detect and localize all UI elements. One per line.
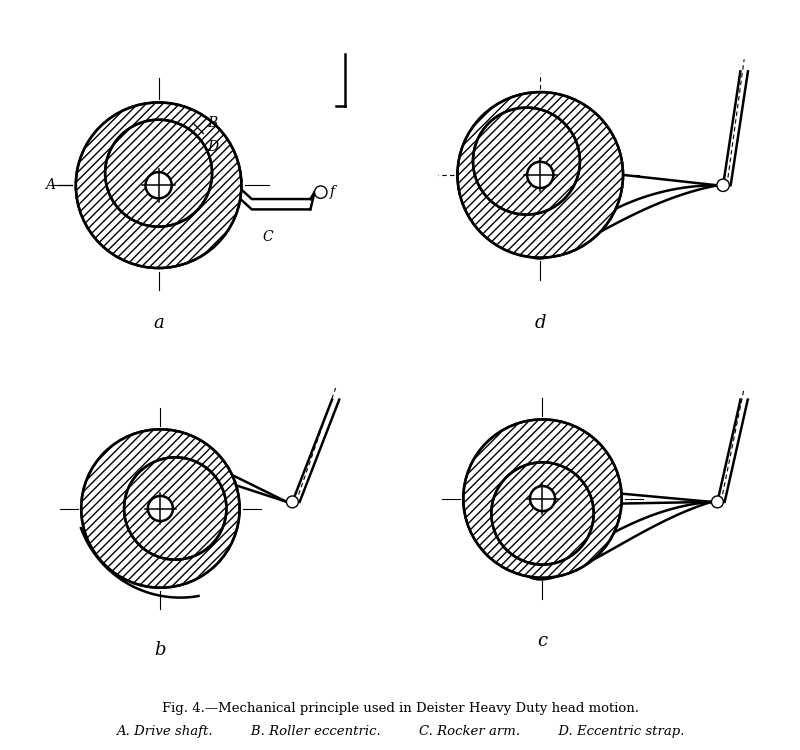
Circle shape	[530, 486, 555, 512]
Text: a: a	[154, 314, 164, 332]
Circle shape	[286, 496, 298, 508]
Circle shape	[527, 162, 554, 188]
Text: A. Drive shaft.         B. Roller eccentric.         C. Rocker arm.         D. E: A. Drive shaft. B. Roller eccentric. C. …	[116, 724, 684, 738]
Circle shape	[148, 496, 173, 521]
Text: d: d	[534, 314, 546, 332]
Text: D: D	[207, 140, 218, 154]
Circle shape	[105, 120, 212, 226]
Text: A: A	[45, 178, 54, 192]
Text: b: b	[154, 641, 166, 659]
Circle shape	[314, 186, 327, 198]
Circle shape	[491, 462, 594, 565]
Text: Fig. 4.—Mechanical principle used in Deister Heavy Duty head motion.: Fig. 4.—Mechanical principle used in Dei…	[162, 702, 638, 715]
Circle shape	[711, 496, 723, 508]
Text: c: c	[538, 632, 547, 650]
Circle shape	[473, 108, 580, 214]
Text: C: C	[262, 230, 273, 244]
Circle shape	[146, 172, 172, 198]
Circle shape	[463, 419, 622, 578]
Circle shape	[82, 429, 240, 588]
Text: B: B	[207, 116, 217, 130]
Text: f: f	[330, 185, 334, 200]
Circle shape	[124, 458, 226, 560]
Circle shape	[458, 92, 623, 258]
Circle shape	[76, 103, 242, 268]
Circle shape	[717, 179, 730, 191]
